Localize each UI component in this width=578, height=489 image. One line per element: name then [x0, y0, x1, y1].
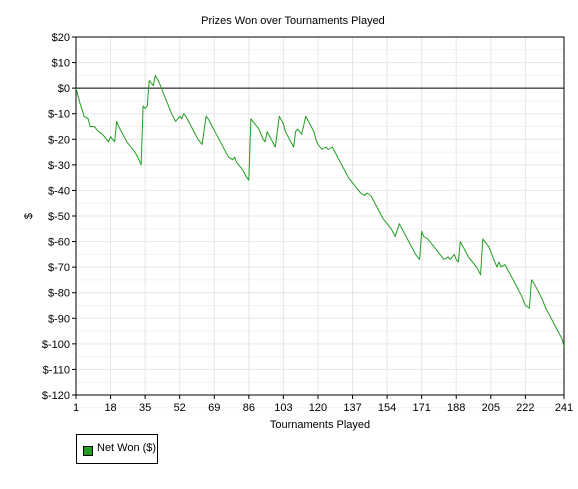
y-tick-label: $10: [52, 58, 70, 70]
x-tick-label: 241: [555, 402, 573, 414]
y-tick-label: $-100: [42, 339, 70, 351]
y-tick-label: $-120: [42, 390, 70, 402]
x-tick-label: 103: [274, 402, 292, 414]
y-tick-label: $20: [52, 32, 70, 44]
x-tick-label: 86: [243, 402, 255, 414]
series-line-0: [75, 74, 565, 347]
x-tick-label: 137: [343, 402, 361, 414]
y-tick-label: $0: [58, 83, 70, 95]
x-tick-label: 52: [174, 402, 186, 414]
x-tick-label: 171: [412, 402, 430, 414]
x-axis-label: Tournaments Played: [270, 419, 370, 431]
legend-label: Net Won ($): [97, 442, 157, 454]
x-axis-ticks: 1 18 35 52 69 86 103 120 137 154 171 188 205 222 241: [73, 395, 573, 414]
x-tick-label: 154: [378, 402, 396, 414]
legend: Net Won ($): [76, 434, 158, 464]
y-tick-label: $-10: [48, 109, 70, 121]
series-layer: [75, 74, 565, 347]
x-tick-label: 120: [309, 402, 327, 414]
y-tick-label: $-70: [48, 262, 70, 274]
y-tick-label: $-40: [48, 185, 70, 197]
y-axis-ticks: $20 $10 $0 $-10 $-20 $-30 $-40 $-50 $-60 $-70 $-80…: [42, 32, 76, 402]
chart-title: Prizes Won over Tournaments Played: [201, 15, 385, 27]
grid: [75, 36, 565, 409]
x-tick-label: 205: [482, 402, 500, 414]
x-tick-label: 69: [208, 402, 220, 414]
y-tick-label: $-20: [48, 134, 70, 146]
x-tick-label: 1: [73, 402, 79, 414]
y-tick-label: $-110: [43, 364, 70, 376]
x-tick-label: 35: [139, 402, 151, 414]
x-tick-label: 188: [447, 402, 465, 414]
x-tick-label: 222: [516, 402, 534, 414]
x-tick-label: 18: [104, 402, 116, 414]
y-tick-label: $-30: [48, 160, 70, 172]
legend-swatch: [83, 446, 93, 456]
y-tick-label: $-80: [48, 288, 70, 300]
y-axis-label: $: [23, 213, 35, 219]
y-tick-label: $-90: [48, 313, 70, 325]
y-tick-label: $-50: [48, 211, 70, 223]
y-tick-label: $-60: [48, 237, 70, 249]
